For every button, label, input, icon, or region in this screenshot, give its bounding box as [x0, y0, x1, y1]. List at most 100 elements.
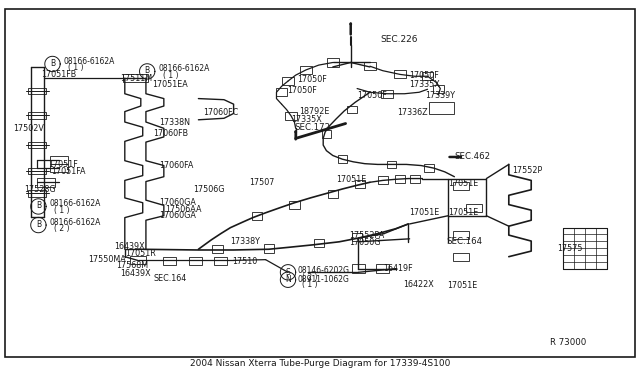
Text: SEC.462: SEC.462 [454, 153, 490, 161]
Bar [422, 72, 433, 80]
Bar [352, 264, 365, 273]
Bar [466, 204, 482, 212]
Text: 17050F: 17050F [357, 92, 387, 100]
Bar [364, 62, 376, 70]
Bar [123, 74, 148, 82]
Text: ( 1 ): ( 1 ) [302, 280, 317, 289]
Bar [453, 231, 468, 239]
Bar [433, 85, 444, 93]
Text: 17552PA: 17552PA [349, 231, 384, 240]
Text: 16422X: 16422X [403, 280, 434, 289]
Text: 16439X: 16439X [120, 269, 151, 278]
Text: ( 1 ): ( 1 ) [163, 71, 179, 80]
Text: 17051E: 17051E [410, 208, 440, 217]
Text: 17506G: 17506G [193, 185, 225, 194]
Bar [50, 156, 68, 164]
Text: 17060GA: 17060GA [159, 211, 196, 220]
Text: ( 2 ): ( 2 ) [54, 224, 70, 233]
Bar [378, 176, 388, 184]
Bar [28, 168, 46, 174]
Text: 17338N: 17338N [159, 118, 189, 126]
Text: 17060FA: 17060FA [159, 161, 193, 170]
Bar [453, 253, 468, 261]
Text: 2004 Nissan Xterra Tube-Purge Diagram for 17339-4S100: 2004 Nissan Xterra Tube-Purge Diagram fo… [190, 359, 450, 368]
Text: 17051F: 17051F [48, 160, 77, 169]
Bar [129, 256, 146, 264]
Text: 17528G: 17528G [24, 185, 56, 194]
Bar [327, 58, 339, 67]
Bar [314, 239, 324, 247]
Text: 17051FA: 17051FA [51, 167, 86, 176]
Bar [50, 164, 68, 172]
Bar [163, 257, 176, 265]
Text: 17335X: 17335X [410, 80, 440, 89]
Text: 17338Y: 17338Y [230, 237, 260, 246]
Text: 17050F: 17050F [298, 76, 327, 84]
Text: R 73000: R 73000 [550, 339, 587, 347]
Text: 17051E: 17051E [447, 281, 477, 290]
Bar [394, 70, 406, 78]
Text: 08166-6162A: 08166-6162A [159, 64, 210, 73]
Text: 17550MA: 17550MA [88, 255, 126, 264]
Bar [376, 264, 389, 273]
Text: 08166-6162A: 08166-6162A [50, 199, 101, 208]
Bar [285, 112, 297, 120]
Bar [300, 66, 312, 74]
Text: B: B [50, 59, 55, 68]
Text: 08146-6202G: 08146-6202G [298, 266, 349, 275]
Text: SEC.164: SEC.164 [447, 237, 483, 246]
Bar [348, 106, 357, 113]
Bar [28, 112, 46, 119]
Text: 17050G: 17050G [349, 238, 380, 247]
Text: 17575: 17575 [557, 244, 582, 253]
Bar [282, 77, 294, 85]
Bar [396, 175, 405, 183]
Bar [381, 90, 393, 98]
Text: 17510: 17510 [232, 257, 257, 266]
Text: 17506AA: 17506AA [165, 205, 202, 214]
Text: 17502V: 17502V [13, 124, 44, 133]
Text: 17060FB: 17060FB [154, 129, 189, 138]
Bar [563, 228, 607, 269]
Bar [338, 155, 348, 163]
Text: S: S [285, 268, 291, 277]
Text: 08166-6162A: 08166-6162A [64, 57, 115, 66]
Bar [352, 233, 362, 241]
Text: 17511M: 17511M [120, 74, 152, 83]
Text: N: N [285, 275, 291, 284]
Text: 17051R: 17051R [125, 249, 156, 258]
Text: 17060FC: 17060FC [204, 108, 239, 117]
Text: 17051EA: 17051EA [152, 80, 188, 89]
Bar [328, 190, 338, 198]
Bar [276, 88, 287, 96]
Text: 17552P: 17552P [512, 166, 542, 175]
Text: 17050F: 17050F [287, 86, 316, 95]
Text: 08911-1062G: 08911-1062G [298, 275, 349, 283]
Text: 17051E: 17051E [448, 179, 478, 187]
Bar [252, 212, 262, 220]
Bar [37, 178, 55, 187]
Text: 17507: 17507 [250, 178, 275, 187]
Text: 17339Y: 17339Y [426, 92, 456, 100]
Text: ( 1 ): ( 1 ) [68, 63, 84, 72]
Bar [212, 245, 223, 253]
Bar [429, 102, 454, 114]
Text: ( 1 ): ( 1 ) [54, 206, 70, 215]
Text: SEC.226: SEC.226 [381, 35, 419, 44]
Bar [424, 164, 434, 172]
Text: 17060GA: 17060GA [159, 198, 196, 207]
Text: ( 2 ): ( 2 ) [302, 273, 317, 282]
Bar [453, 182, 468, 190]
Bar [28, 88, 46, 94]
Text: B: B [145, 66, 150, 75]
Text: SEC.172: SEC.172 [294, 123, 330, 132]
Bar [322, 130, 332, 138]
Bar [28, 190, 46, 197]
Bar [387, 161, 397, 168]
Bar [28, 142, 46, 148]
Text: 17051E: 17051E [336, 175, 366, 184]
Text: 08166-6162A: 08166-6162A [50, 218, 101, 227]
Bar [214, 257, 227, 265]
Text: 17335X: 17335X [291, 115, 322, 124]
Text: B: B [36, 201, 41, 210]
